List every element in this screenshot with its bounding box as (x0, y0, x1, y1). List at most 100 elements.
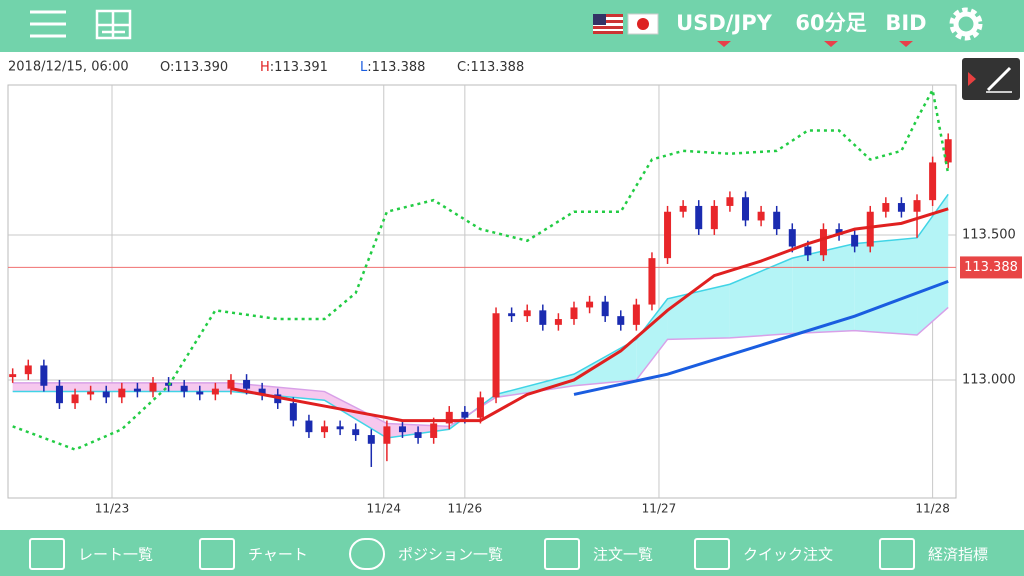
ohlc-key: O (160, 60, 170, 75)
x-tick-label: 11/27 (642, 502, 677, 516)
candle-body (742, 197, 750, 221)
candle-body (71, 394, 79, 404)
candle-body (897, 203, 905, 212)
candle-body (211, 388, 219, 395)
candle-body (227, 379, 235, 389)
candle-body (944, 139, 952, 163)
indicator-line (12, 86, 950, 451)
layout-button[interactable] (95, 9, 132, 40)
candle-body (289, 403, 297, 421)
x-tick-label: 11/24 (366, 502, 401, 516)
candle-body (804, 246, 812, 256)
cloud-segment (917, 194, 949, 336)
tab[interactable]: 経済指標 (879, 538, 988, 570)
dropdown-arrow (824, 41, 838, 47)
tab-icon (29, 538, 65, 570)
candle-body (929, 162, 937, 201)
ohlc-value: 113.388 (470, 60, 524, 75)
ohlc-sep: : (466, 60, 470, 75)
ohlc-value: 113.390 (174, 60, 228, 75)
tab-bar (0, 530, 1024, 576)
tab-label: ポジション一覧 (398, 546, 503, 564)
candle-body (679, 205, 687, 212)
candle-body (586, 301, 594, 308)
candle-body (617, 316, 625, 325)
tab-icon (199, 538, 235, 570)
candle-body (102, 391, 110, 398)
dropdown-arrow (899, 41, 913, 47)
timeframe-selector[interactable]: 60分足 (795, 11, 866, 35)
tab-label: チャート (248, 546, 308, 564)
candle-body (55, 385, 63, 404)
tab[interactable]: ポジション一覧 (349, 538, 503, 570)
candle-body (196, 391, 204, 395)
candle-body (866, 211, 874, 247)
candle-body (383, 426, 391, 444)
candle-body (258, 388, 266, 395)
current-price-label: 113.388 (964, 260, 1018, 275)
ohlc-item: C:113.388 (457, 60, 524, 75)
candle-body (757, 211, 765, 221)
ohlc-item: L:113.388 (360, 60, 425, 75)
settings-button[interactable] (949, 7, 983, 41)
indicator-line (573, 279, 949, 396)
ohlc-sep: : (170, 60, 174, 75)
candle-body (133, 388, 141, 392)
info-row: 2018/12/15, 06:00 O:113.390 H:113.391 L:11… (8, 60, 524, 75)
candle-body (40, 365, 48, 386)
candle-body (913, 200, 921, 212)
tabs: レート一覧 チャート ポジション一覧 注文一覧 クイック注文 経済指標 (29, 538, 988, 570)
candle-body (321, 426, 329, 433)
candle-body (445, 411, 453, 424)
dropdown-arrow (717, 41, 731, 47)
ohlc-value: 113.391 (274, 60, 328, 75)
tab-icon (879, 538, 915, 570)
candle-body (570, 307, 578, 320)
cloud-edge (12, 306, 949, 428)
candle-body (835, 229, 843, 235)
candle-body (352, 429, 360, 436)
candle-body (414, 432, 422, 438)
candle-body (648, 258, 656, 305)
candle-body (305, 420, 313, 433)
candle-body (882, 203, 890, 212)
tab-icon (349, 538, 385, 570)
tab-label: 注文一覧 (593, 546, 653, 564)
menu-button[interactable] (30, 10, 66, 38)
tab-label: レート一覧 (78, 546, 153, 564)
ohlc-item: O:113.390 (160, 60, 228, 75)
y-tick-label: 113.500 (962, 227, 1016, 242)
candle-body (180, 385, 188, 392)
candle-body (773, 211, 781, 230)
ohlc-value: 113.388 (372, 60, 426, 75)
candle-body (523, 310, 531, 317)
pair-selector[interactable]: USD/JPY (676, 11, 772, 35)
datetime: 2018/12/15, 06:00 (8, 60, 129, 75)
candle-body (461, 411, 469, 418)
y-tick-label: 113.000 (962, 372, 1016, 387)
ohlc-key: L (360, 60, 368, 75)
candle-body (9, 374, 17, 378)
candle-body (601, 301, 609, 317)
ohlc-key: H (260, 60, 270, 75)
tab-icon (694, 538, 730, 570)
tab[interactable]: 注文一覧 (544, 538, 653, 570)
tab-label: クイック注文 (743, 546, 833, 564)
candle-body (819, 229, 827, 256)
tab[interactable]: クイック注文 (694, 538, 833, 570)
top-bar (0, 0, 1024, 52)
ohlc-key: C (457, 60, 466, 75)
candle-body (695, 205, 703, 230)
x-tick-label: 11/28 (915, 502, 950, 516)
tab[interactable]: チャート (199, 538, 308, 570)
candle-body (726, 197, 734, 206)
candle-body (24, 365, 32, 375)
candle-body (710, 205, 718, 230)
candle-body (632, 304, 640, 325)
side-selector[interactable]: BID (885, 11, 926, 35)
candle-body (492, 313, 500, 398)
candle-body (476, 397, 484, 418)
tab[interactable]: レート一覧 (29, 538, 153, 570)
drawing-button[interactable] (962, 58, 1020, 100)
